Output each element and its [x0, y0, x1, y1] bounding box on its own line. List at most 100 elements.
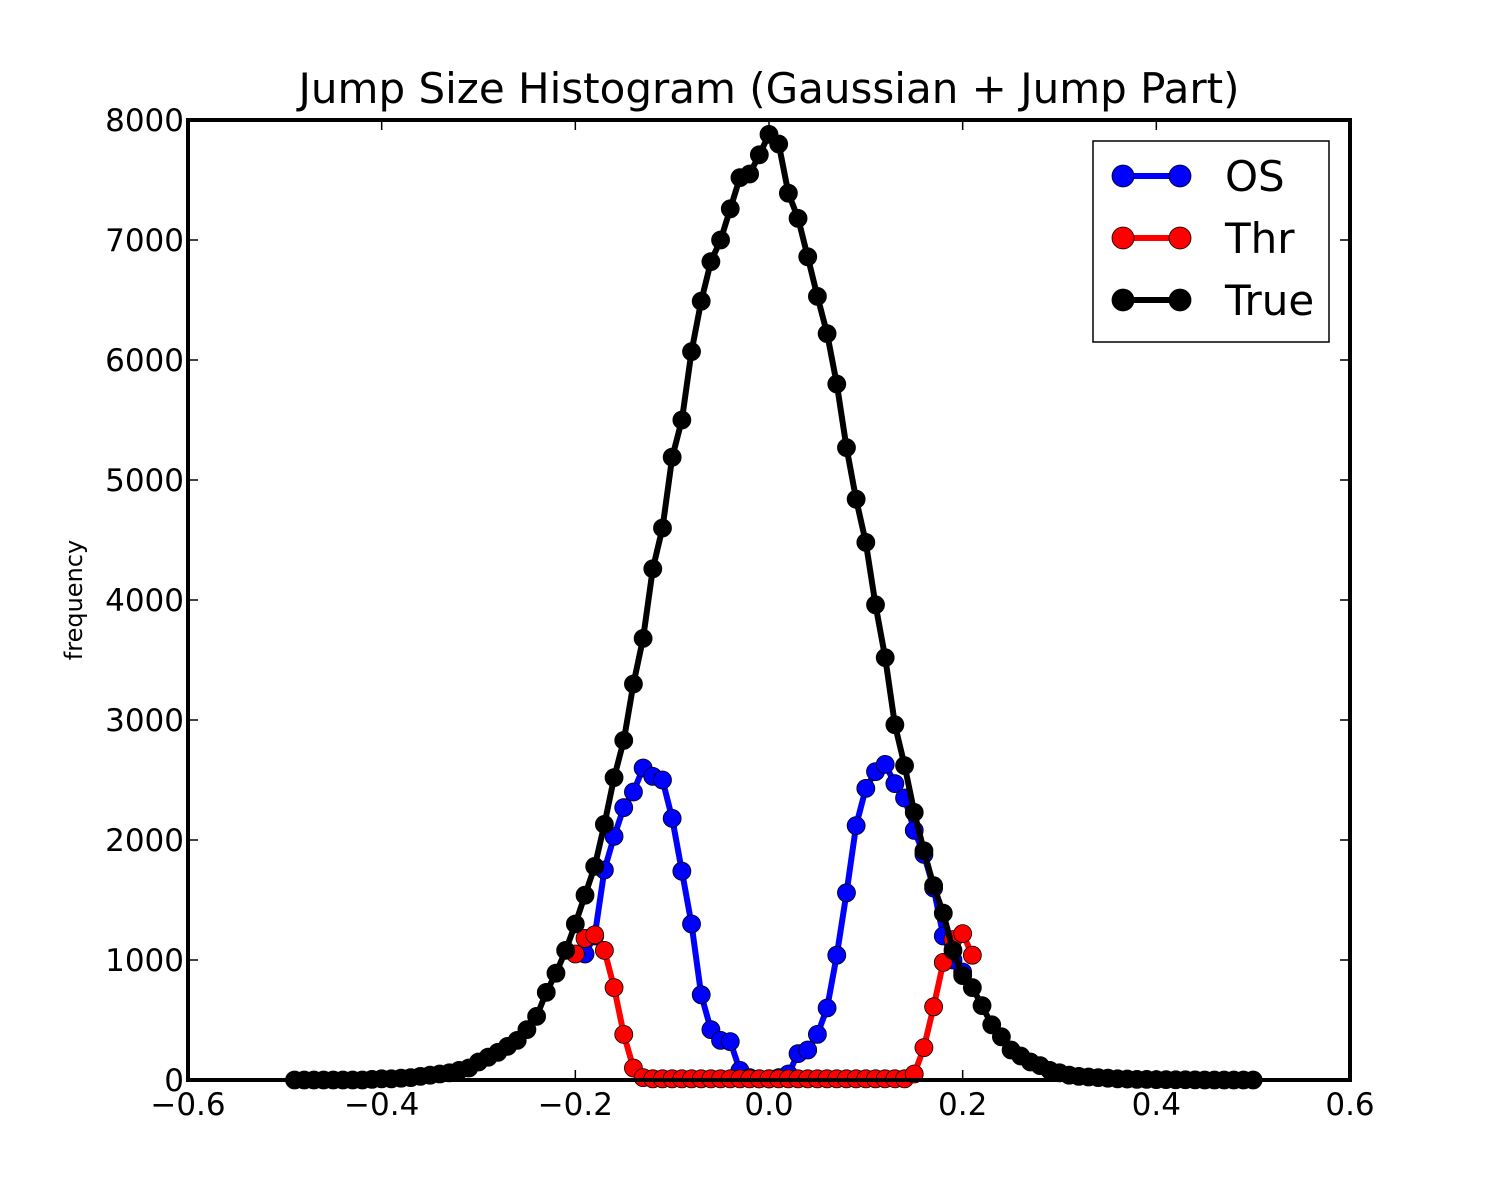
series-true-point: [895, 756, 914, 775]
legend-label-os: OS: [1225, 152, 1285, 201]
series-os-point: [624, 782, 643, 802]
series-true-point: [749, 145, 769, 165]
legend-swatch-marker: [1168, 164, 1192, 188]
series-true-point: [817, 324, 837, 344]
series-true-point: [866, 595, 885, 615]
series-os-point: [682, 914, 701, 934]
series-true-point: [691, 291, 711, 311]
series-true-point: [972, 996, 992, 1015]
series-true-point: [778, 183, 798, 203]
series-true-point: [846, 489, 866, 509]
series-true-point: [517, 1020, 537, 1039]
series-true-point: [904, 803, 924, 822]
series-os-point: [653, 770, 672, 790]
series-os-point: [614, 798, 634, 817]
series-true: [285, 124, 1263, 1090]
legend: OS Thr True: [1092, 140, 1330, 343]
series-os-point: [875, 755, 895, 774]
series-true-point: [624, 674, 643, 694]
x-tick-label: 0.4: [1132, 1087, 1181, 1123]
series-true-point: [565, 914, 585, 934]
plot-frame: [186, 118, 1352, 1082]
series-true-point: [536, 983, 556, 1002]
series-os-point: [662, 809, 682, 828]
series-true-point: [527, 1007, 546, 1026]
series-true-point: [962, 978, 982, 997]
series-layer: [285, 124, 1263, 1090]
series-true-point: [556, 941, 576, 960]
series-os-point: [817, 998, 837, 1018]
series-thr-point: [604, 978, 624, 997]
x-tick-label: −0.4: [344, 1087, 419, 1123]
legend-swatch-marker: [1111, 164, 1135, 188]
series-true-point: [662, 447, 682, 467]
y-tick-label: 1000: [105, 943, 184, 979]
axis-ticks: −0.6 −0.4 −0.2 0.0 0.2 0.4 0.6 0 1000 2000 3000 400…: [105, 103, 1375, 1123]
x-tick-label: −0.2: [538, 1087, 613, 1123]
series-true-point: [546, 963, 566, 983]
series-true-point: [788, 208, 808, 228]
x-tick-label: 0.0: [744, 1087, 793, 1123]
series-thr-point: [953, 924, 973, 943]
series-os-point: [856, 779, 876, 798]
series-true-point: [992, 1027, 1011, 1047]
series-true-point: [798, 247, 818, 267]
x-tick-label: −0.6: [150, 1087, 225, 1123]
series-true-point: [672, 410, 692, 430]
legend-item-thr: Thr: [1111, 214, 1295, 263]
legend-swatch-marker: [1168, 226, 1192, 250]
series-os-point: [808, 1025, 827, 1044]
legend-label-thr: Thr: [1224, 214, 1295, 263]
series-true-point: [769, 134, 789, 154]
series-thr-point: [585, 925, 605, 945]
chart-title: Jump Size Histogram (Gaussian + Jump Par…: [296, 64, 1240, 113]
series-true-point: [924, 876, 944, 895]
y-tick-label: 5000: [105, 463, 184, 499]
series-true-point: [633, 629, 653, 648]
series-true-point: [643, 559, 663, 579]
series-true-point: [585, 857, 605, 876]
legend-swatch-marker: [1111, 226, 1135, 250]
y-axis-label: frequency: [60, 540, 88, 660]
series-true-point: [701, 252, 721, 272]
series-thr-point: [914, 1038, 934, 1057]
series-os-point: [720, 1032, 740, 1051]
series-true-point: [604, 768, 624, 787]
series-true-point: [720, 199, 740, 219]
y-tick-label: 4000: [105, 583, 184, 619]
series-true-point: [856, 533, 876, 552]
series-thr-point: [594, 941, 614, 960]
y-tick-label: 6000: [105, 343, 184, 379]
series-true-point: [711, 230, 730, 250]
legend-item-os: OS: [1111, 152, 1285, 201]
legend-label-true: True: [1224, 276, 1314, 325]
series-true-point: [885, 715, 905, 735]
series-true-point: [653, 518, 672, 538]
series-os-point: [798, 1040, 818, 1060]
x-tick-label: 0.6: [1325, 1087, 1374, 1123]
y-tick-label: 0: [164, 1063, 184, 1099]
x-tick-label: 0.2: [938, 1087, 987, 1123]
series-true-point: [808, 286, 827, 306]
series-os-point: [837, 883, 856, 903]
series-true-point: [875, 648, 895, 667]
series-true-point: [594, 815, 614, 834]
legend-swatch-marker: [1168, 288, 1192, 312]
y-tick-label: 7000: [105, 223, 184, 259]
series-true-point: [614, 731, 634, 750]
series-os-point: [691, 985, 711, 1005]
y-tick-label: 2000: [105, 823, 184, 859]
legend-swatch-marker: [1111, 288, 1135, 312]
series-thr-point: [614, 1025, 634, 1044]
series-true-point: [837, 438, 856, 458]
series-true-point: [740, 164, 760, 184]
series-true-point: [682, 342, 701, 362]
y-tick-label: 3000: [105, 703, 184, 739]
series-true-point: [933, 903, 953, 923]
series-os-point: [672, 861, 692, 881]
legend-item-true: True: [1111, 276, 1314, 325]
series-true-point: [914, 841, 934, 861]
y-tick-label: 8000: [105, 103, 184, 139]
series-os-point: [846, 816, 866, 835]
